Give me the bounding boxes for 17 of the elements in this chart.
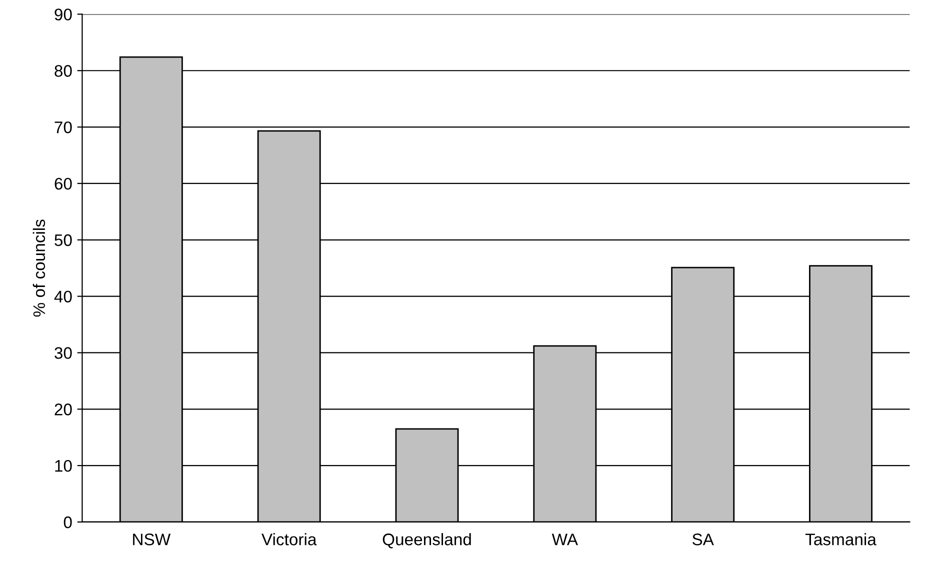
y-tick-label: 70 [54, 121, 72, 134]
y-tick-label: 20 [54, 404, 72, 416]
x-tick-label: WA [552, 534, 578, 546]
y-tick-label: 0 [64, 516, 72, 528]
y-axis-title: % of councils [32, 220, 46, 317]
x-tick-label: SA [692, 534, 714, 546]
x-tick-label: Tasmania [805, 533, 876, 546]
y-tick-label: 60 [54, 178, 72, 190]
y-tick-label: 30 [54, 347, 72, 359]
y-tick-label: 80 [54, 65, 72, 77]
x-tick-label: NSW [133, 534, 171, 546]
x-tick-label: Victoria [262, 533, 317, 546]
y-tick-label: 10 [55, 460, 72, 472]
y-tick-label: 90 [54, 8, 72, 20]
y-tick-label: 50 [54, 234, 72, 246]
y-tick-label: 40 [54, 290, 72, 303]
x-tick-label: Queensland [382, 533, 471, 548]
